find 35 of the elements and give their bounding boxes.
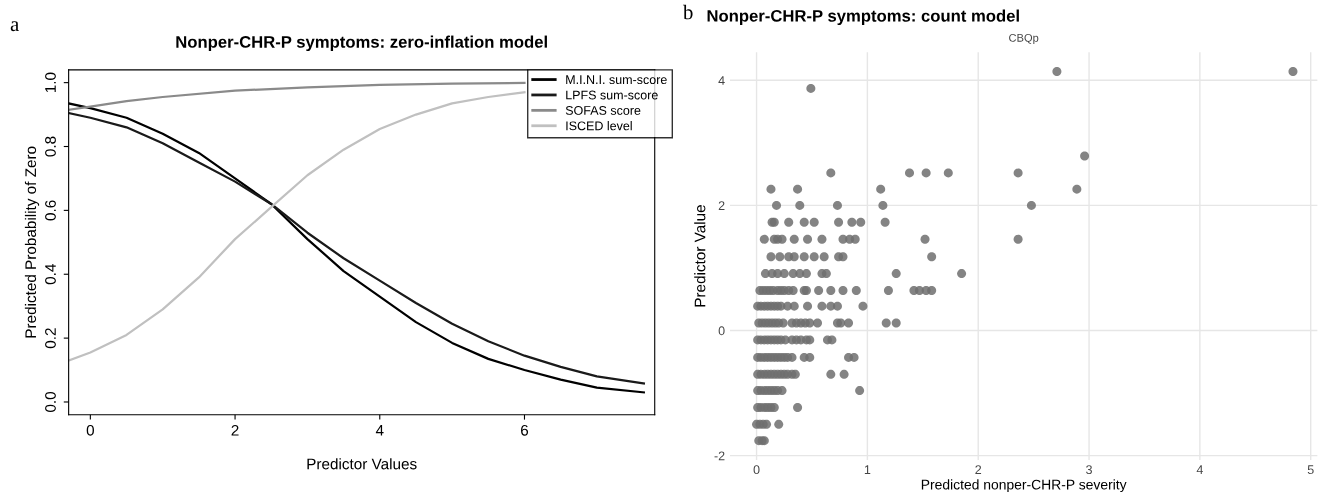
legend-label: ISCED level xyxy=(566,121,632,131)
x-tick-label: 5 xyxy=(1307,465,1314,475)
x-tick-label: 2 xyxy=(231,424,239,436)
text: a xyxy=(10,21,19,32)
legend-label: LPFS sum-score xyxy=(566,90,658,100)
x-tick-label: 2 xyxy=(975,465,982,474)
chart-title: Nonper-CHR-P symptoms: zero-inflation model xyxy=(176,35,547,52)
y-tick-label: 1.0 xyxy=(45,72,56,93)
y-tick-label: 0 xyxy=(718,326,725,336)
line-series xyxy=(68,81,526,111)
y-tick-label: -2 xyxy=(714,451,725,461)
text: b xyxy=(682,4,693,20)
y-tick-label: 4 xyxy=(718,76,725,85)
line-series xyxy=(68,91,526,362)
y-tick-label: 0.0 xyxy=(45,391,56,412)
x-tick-label: 1 xyxy=(864,465,871,474)
x-tick-label: 4 xyxy=(1196,465,1203,474)
y-tick-label: 2 xyxy=(718,201,725,210)
y-tick-label: 0.6 xyxy=(45,200,56,221)
x-tick-label: 4 xyxy=(375,425,384,436)
y-axis-title: Predicted Probability of Zero xyxy=(24,146,40,338)
y-tick-label: 0.8 xyxy=(45,136,56,157)
y-tick-label: 0.2 xyxy=(45,328,56,349)
x-axis-title: Predictor Values xyxy=(307,458,417,470)
legend-label: M.I.N.I. sum-score xyxy=(566,75,667,85)
x-tick-label: 3 xyxy=(1086,465,1092,475)
y-tick-label: 0.4 xyxy=(45,264,56,285)
chart-title: Nonper-CHR-P symptoms: count model xyxy=(707,9,1019,26)
y-axis-title: Predictor Value xyxy=(694,205,706,307)
x-tick-label: 0 xyxy=(86,424,94,436)
legend-label: SOFAS score xyxy=(565,106,641,115)
x-axis-title: Predicted nonper-CHR-P severity xyxy=(921,479,1127,492)
x-tick-label: 0 xyxy=(753,465,760,475)
x-tick-label: 6 xyxy=(521,424,529,436)
chart-subtitle: CBQp xyxy=(1009,33,1039,44)
